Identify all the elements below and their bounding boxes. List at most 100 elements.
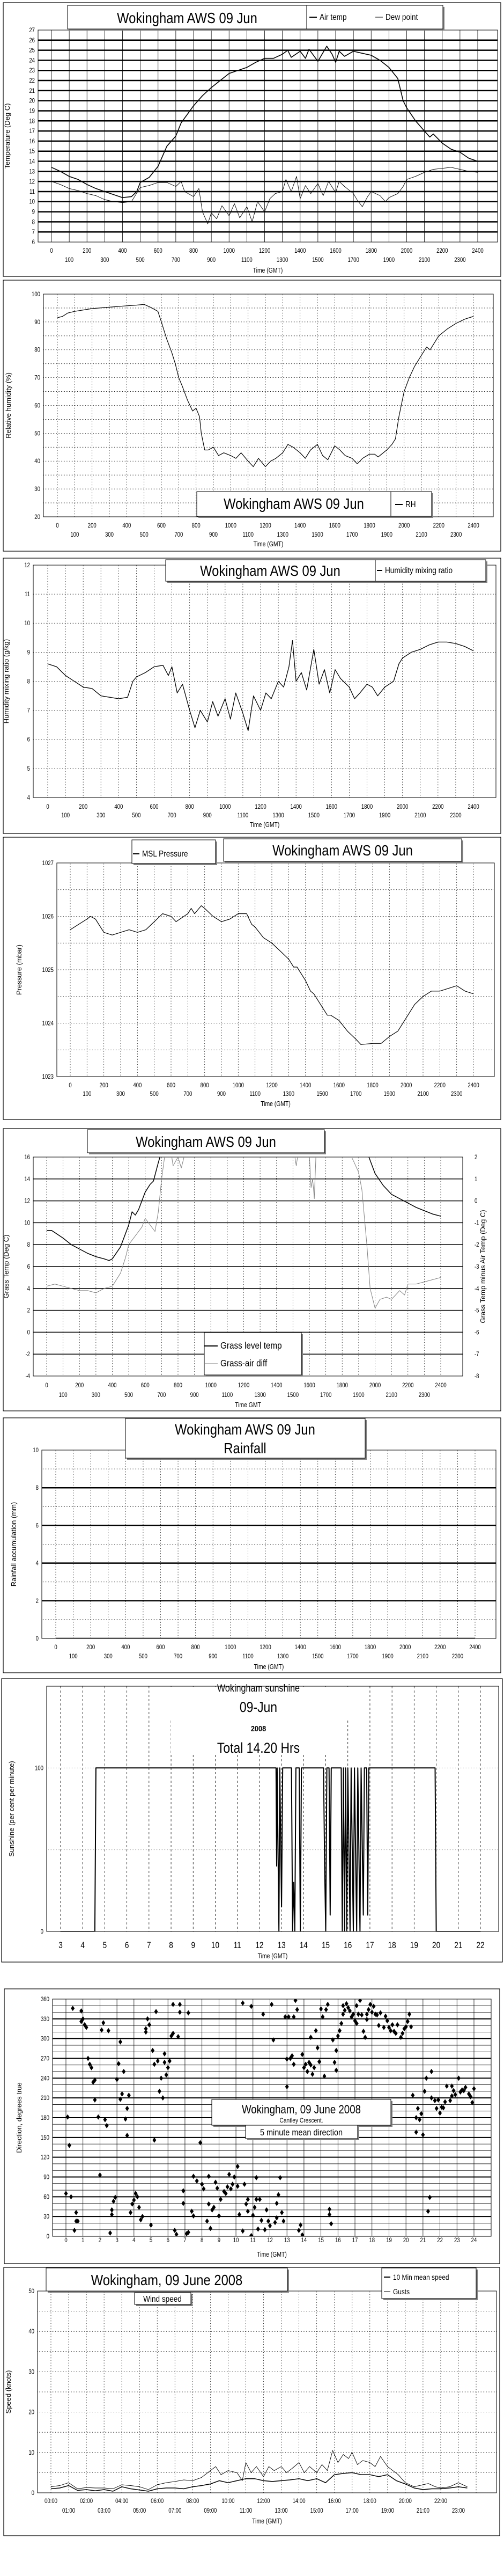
series-group xyxy=(57,304,474,467)
legend-box xyxy=(204,1332,302,1375)
scatter-point xyxy=(341,2003,345,2009)
scatter-point xyxy=(132,2197,136,2203)
x-tick-label: 900 xyxy=(203,812,212,819)
x-axis-title: Time (GMT) xyxy=(258,1952,288,1960)
legend-box xyxy=(381,2267,477,2299)
scatter-point xyxy=(96,2114,100,2120)
plot-area xyxy=(33,565,496,798)
x-tick-label: 500 xyxy=(132,812,140,819)
chart-subtitle: Rainfall xyxy=(224,1439,266,1457)
x-tick-label: 500 xyxy=(140,531,149,538)
x-tick-label: 100 xyxy=(70,531,79,538)
x-tick-label: 1700 xyxy=(347,257,359,264)
scatter-point xyxy=(278,2175,283,2180)
scatter-point xyxy=(154,2009,158,2015)
scatter-point xyxy=(162,2051,167,2057)
scatter-point xyxy=(241,2228,245,2234)
scatter-point xyxy=(423,2088,427,2094)
x-tick-label: 1800 xyxy=(337,1382,348,1389)
scatter-point xyxy=(450,2093,454,2099)
x-axis-title: Time (GMT) xyxy=(252,2518,282,2525)
series-line-rh xyxy=(57,304,474,467)
scatter-point xyxy=(87,2061,92,2067)
scatter-point xyxy=(383,2013,388,2019)
x-tick-label: 1900 xyxy=(381,531,392,538)
x-tick-label: 1200 xyxy=(260,522,271,529)
y-tick-label: 26 xyxy=(29,37,35,44)
scatter-point xyxy=(309,2062,313,2068)
scatter-point xyxy=(254,2175,258,2180)
scatter-point xyxy=(451,2088,456,2094)
scatter-point xyxy=(200,2182,204,2187)
scatter-point xyxy=(285,2084,289,2090)
scatter-point xyxy=(295,2007,299,2012)
x-tick-label: 800 xyxy=(186,803,194,810)
scatter-point xyxy=(227,2171,231,2177)
legend-label: MSL Pressure xyxy=(142,850,188,859)
scatter-point xyxy=(341,2011,345,2017)
y-tick-label: 2 xyxy=(36,1598,39,1605)
scatter-point xyxy=(343,2007,347,2013)
scatter-point xyxy=(229,2186,233,2192)
gridlines xyxy=(38,30,498,242)
scatter-point xyxy=(444,2083,449,2089)
series-group xyxy=(47,640,474,731)
x-tick-label: 02:00 xyxy=(80,2498,93,2505)
scatter-point xyxy=(76,2218,80,2224)
scatter-point xyxy=(152,2061,157,2067)
x-tick-label: 05:00 xyxy=(133,2507,146,2514)
y-tick-label: 50 xyxy=(34,430,40,437)
y-tick-label: 0 xyxy=(36,1635,39,1642)
scatter-point xyxy=(436,2097,440,2103)
x-tick-label: 200 xyxy=(83,247,91,254)
scatter-point xyxy=(149,2222,153,2228)
scatter-point xyxy=(375,2012,379,2018)
scatter-point xyxy=(145,2016,150,2022)
x-tick-label: 1900 xyxy=(353,1392,364,1399)
x-tick-label: 300 xyxy=(116,1091,125,1097)
gridlines xyxy=(42,1450,496,1638)
scatter-point xyxy=(186,2010,190,2016)
x-tick-label: 400 xyxy=(118,247,127,254)
x-tick-label: 600 xyxy=(141,1382,150,1389)
scatter-point xyxy=(190,2208,194,2214)
air-temp-dew-point-chart: 6 7 8 9 10 11 12 13 14 15 16 17 18 19 20 21 22 23 24 25 26 27… xyxy=(3,2,501,277)
x-tick-label: 500 xyxy=(124,1392,133,1399)
y-tick-label: 12 xyxy=(24,562,30,569)
scatter-point xyxy=(334,2067,338,2073)
x-tick-label: 21 xyxy=(420,2237,426,2244)
chart-annotations: MSL Pressure Wokingham AWS 09 Jun xyxy=(131,838,463,865)
scatter-point xyxy=(167,2058,172,2064)
x-tick-label: 03:00 xyxy=(98,2507,110,2514)
x-tick-label: 22 xyxy=(437,2237,443,2244)
chart-annotations: Wokingham, 09 June 2008 Wind speed 10 Min … xyxy=(46,2267,478,2306)
scatter-point xyxy=(191,2174,196,2179)
chart-annotations: Wokingham AWS 09 Jun Grass level temp Gras… xyxy=(87,1129,326,1377)
scatter-point xyxy=(382,2024,386,2030)
scatter-point xyxy=(139,2217,143,2223)
scatter-point xyxy=(414,2115,418,2120)
series-group xyxy=(46,1157,441,1308)
scatter-point xyxy=(90,2065,94,2070)
series-group xyxy=(70,905,474,1045)
x-tick-label: 2400 xyxy=(435,1382,446,1389)
scatter-point xyxy=(434,2105,439,2111)
y-tick-label: 210 xyxy=(41,2095,49,2102)
y-tick-label: 180 xyxy=(41,2114,49,2121)
scatter-point xyxy=(280,2209,284,2215)
scatter-point xyxy=(292,2014,296,2020)
scatter-point xyxy=(181,2188,186,2194)
scatter-point xyxy=(358,1999,362,2003)
x-tick-label: 700 xyxy=(172,257,180,264)
legend-label: RH xyxy=(405,500,416,509)
y-tick-label: 4 xyxy=(36,1560,39,1567)
scatter-point xyxy=(125,2105,129,2111)
grass-temp-chart: -4-20246810121416-8-7-6-5-4-3-2-10120100… xyxy=(2,1128,501,1411)
x-tick-label: 2000 xyxy=(399,1644,411,1651)
y-tick-label: 7 xyxy=(27,707,30,714)
scatter-point xyxy=(74,2209,78,2215)
chart-title: Wokingham AWS 09 Jun xyxy=(200,562,340,579)
y-tick-label: 10 xyxy=(24,1219,30,1226)
scatter-point xyxy=(263,2227,267,2233)
